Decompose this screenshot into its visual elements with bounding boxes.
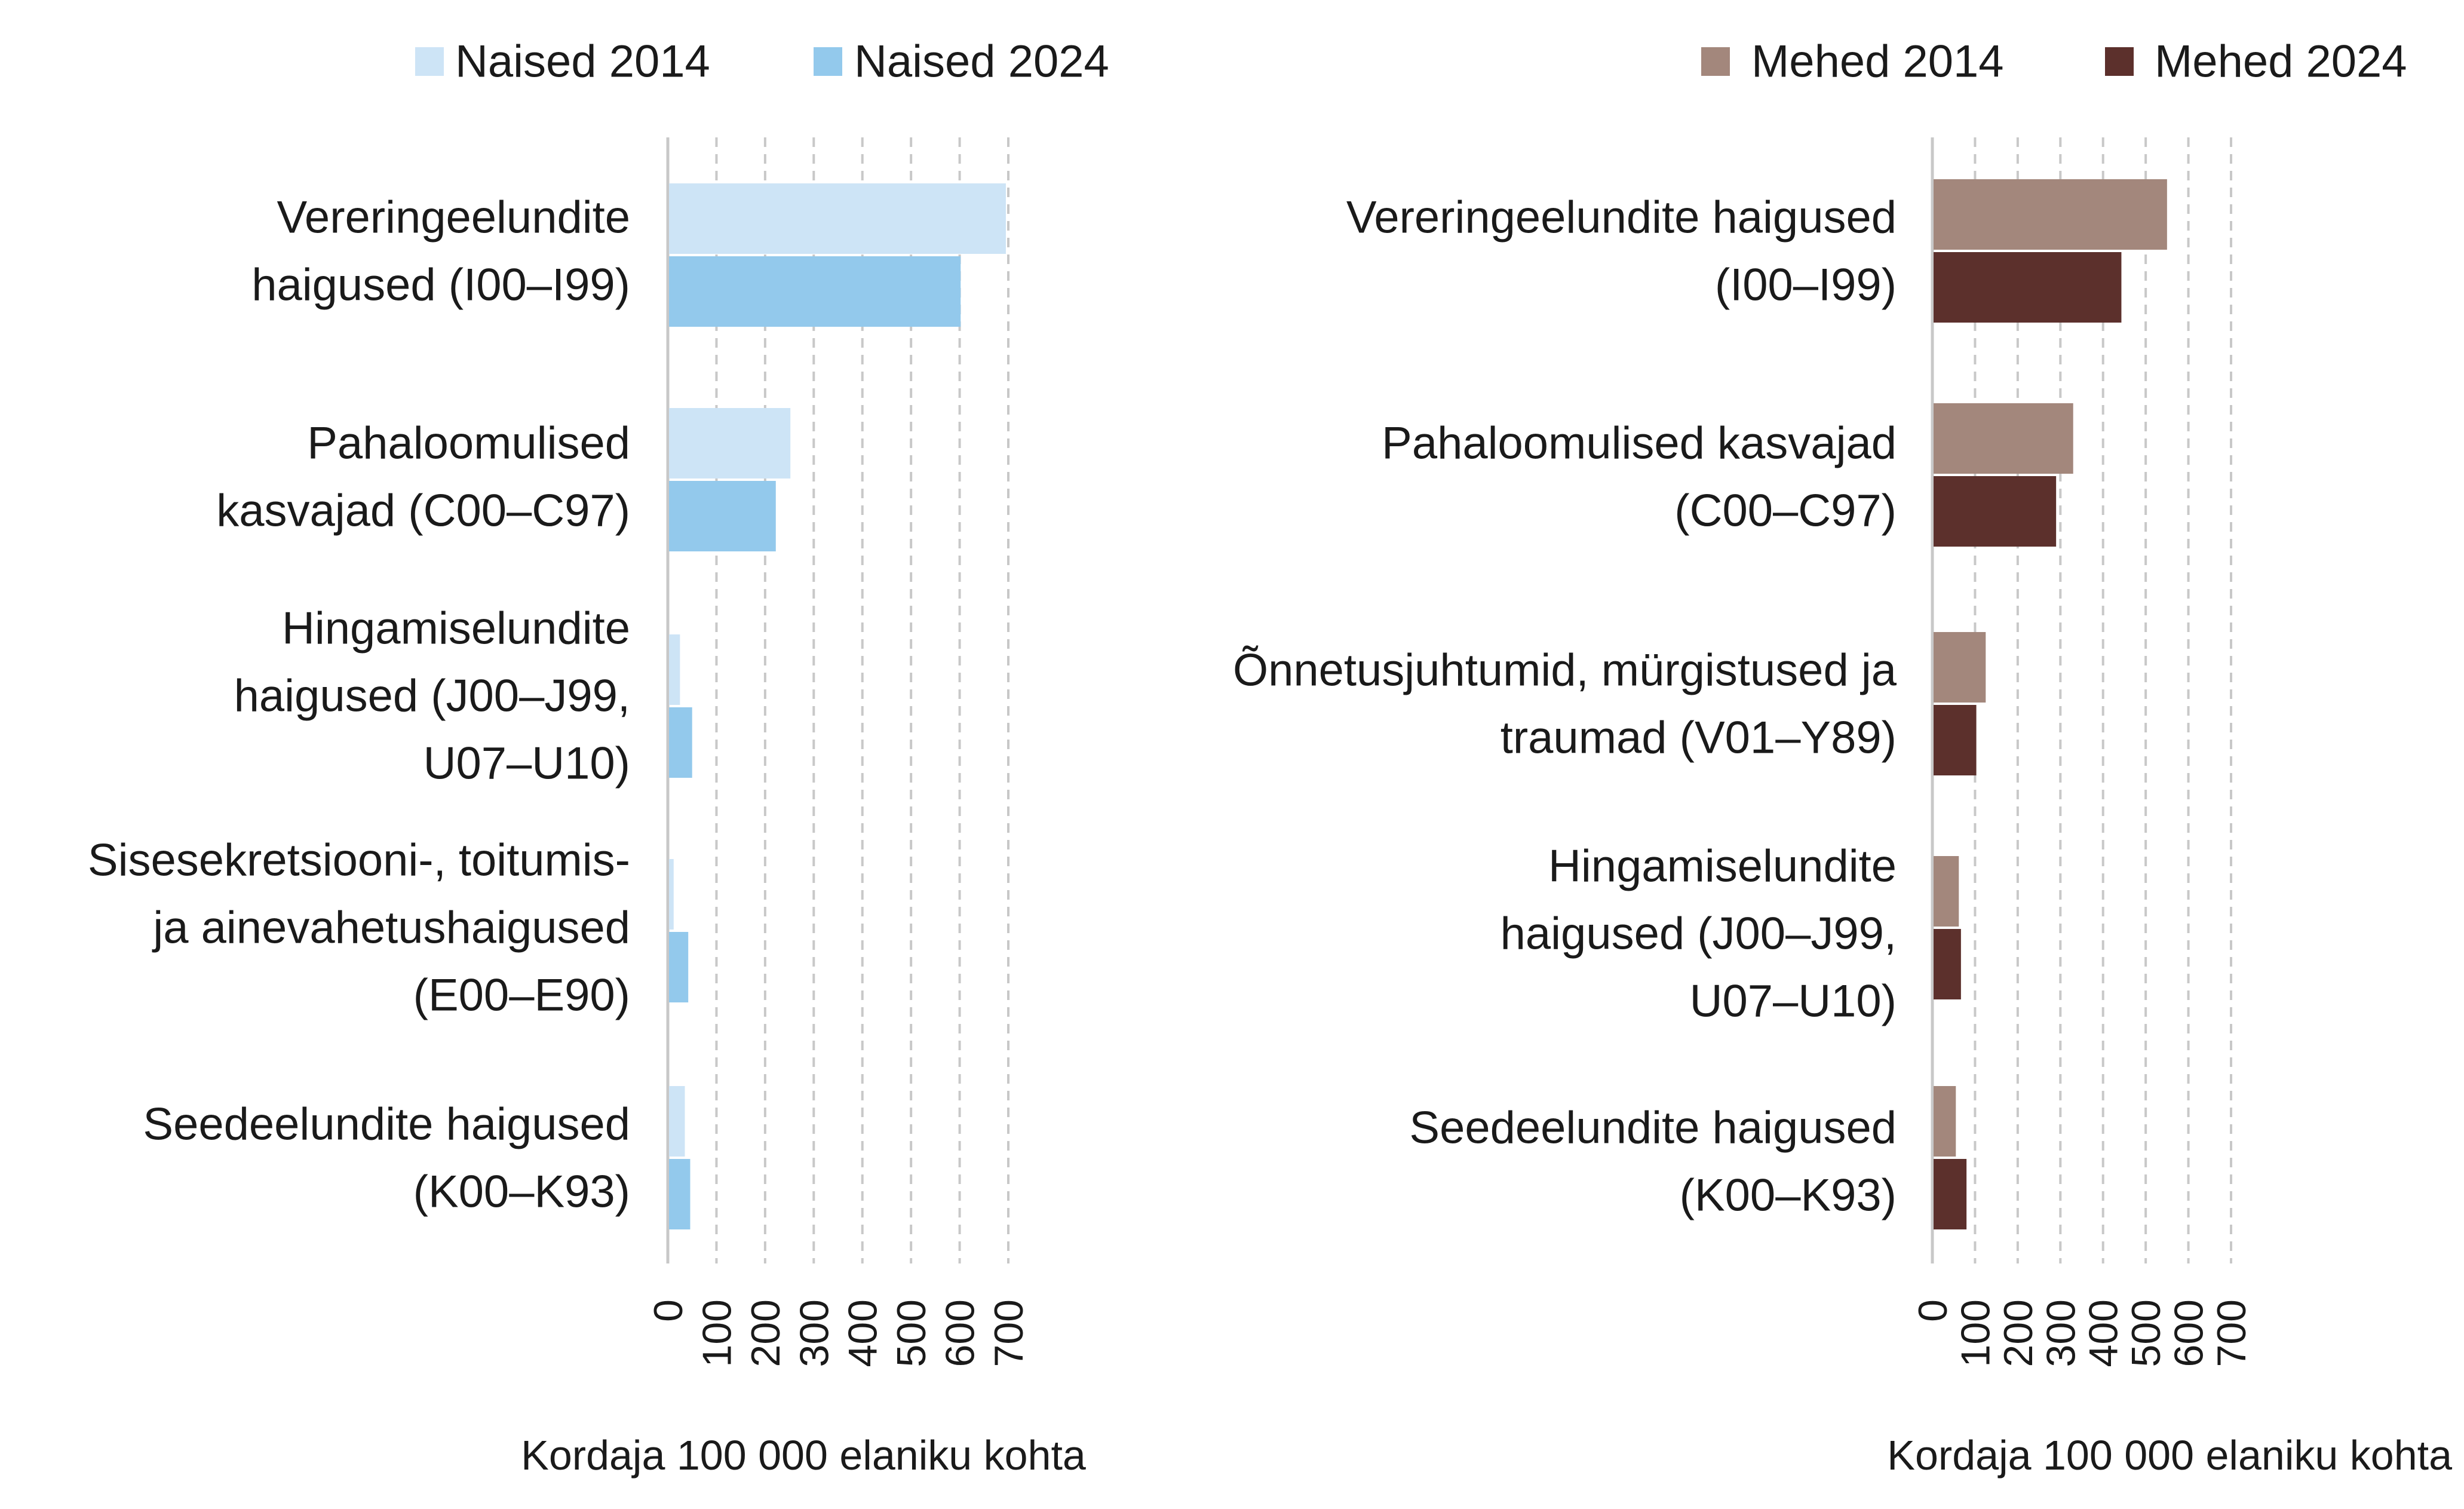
bar xyxy=(669,256,961,327)
bar xyxy=(669,408,791,479)
bar xyxy=(1934,929,1961,999)
category-label: traumad (V01–Y89) xyxy=(1501,713,1897,763)
x-tick-label: 500 xyxy=(2124,1299,2169,1367)
x-tick-label: 300 xyxy=(791,1299,837,1367)
category-label: Seedeelundite haigused xyxy=(143,1099,630,1150)
legend-swatch xyxy=(1701,47,1730,76)
x-tick-label: 200 xyxy=(1996,1299,2041,1367)
category-label: Vereringeelundite xyxy=(277,192,630,243)
x-tick-label: 700 xyxy=(986,1299,1032,1367)
x-tick-label: 500 xyxy=(889,1299,934,1367)
bar xyxy=(669,1159,691,1229)
bar xyxy=(1934,632,1986,703)
x-axis-title: Kordaja 100 000 elaniku kohta xyxy=(521,1432,1086,1479)
x-tick-label: 0 xyxy=(646,1299,691,1322)
category-label: Sisesekretsiooni-, toitumis- xyxy=(88,835,630,886)
bar xyxy=(1934,856,1959,927)
category-label: Hingamiselundite xyxy=(1548,841,1897,892)
bar xyxy=(1934,1086,1956,1157)
bar xyxy=(669,932,689,1002)
category-label: (K00–K93) xyxy=(1680,1170,1897,1221)
category-label: (E00–E90) xyxy=(413,970,630,1021)
bar xyxy=(1934,476,2057,547)
bar xyxy=(669,1086,685,1157)
category-label: (K00–K93) xyxy=(413,1167,630,1217)
bar xyxy=(1934,252,2122,323)
category-label: (C00–C97) xyxy=(1674,486,1897,536)
category-label: ja ainevahetushaigused xyxy=(152,903,630,953)
category-label: (I00–I99) xyxy=(1715,260,1897,311)
x-tick-label: 600 xyxy=(2167,1299,2212,1367)
bar xyxy=(669,183,1006,254)
bar xyxy=(1934,179,2167,250)
bar xyxy=(1934,1159,1967,1229)
bar xyxy=(669,481,776,551)
x-tick-label: 200 xyxy=(743,1299,788,1367)
legend-label: Naised 2024 xyxy=(854,36,1109,87)
legend-label: Mehed 2024 xyxy=(2155,36,2407,87)
legend-swatch xyxy=(2105,47,2134,76)
category-label: kasvajad (C00–C97) xyxy=(216,486,630,536)
x-tick-label: 400 xyxy=(840,1299,886,1367)
bar xyxy=(669,859,674,930)
bar xyxy=(669,707,692,778)
legend-swatch xyxy=(415,47,444,76)
category-label: Vereringeelundite haigused xyxy=(1346,192,1897,243)
legend-label: Naised 2014 xyxy=(455,36,710,87)
x-axis-title: Kordaja 100 000 elaniku kohta xyxy=(1887,1432,2452,1479)
category-label: Õnnetusjuhtumid, mürgistused ja xyxy=(1233,645,1897,696)
category-label: U07–U10) xyxy=(424,738,630,789)
category-label: Seedeelundite haigused xyxy=(1409,1103,1897,1154)
category-label: Hingamiselundite xyxy=(282,603,630,654)
x-tick-label: 700 xyxy=(2209,1299,2254,1367)
category-label: haigused (J00–J99, xyxy=(1501,909,1897,959)
category-label: haigused (J00–J99, xyxy=(234,671,630,722)
legend-label: Mehed 2014 xyxy=(1751,36,2004,87)
x-tick-label: 0 xyxy=(1910,1299,1956,1322)
category-label: haigused (I00–I99) xyxy=(251,260,630,311)
category-label: Pahaloomulised kasvajad xyxy=(1382,418,1897,469)
x-tick-label: 100 xyxy=(694,1299,739,1367)
x-tick-label: 600 xyxy=(938,1299,983,1367)
category-label: U07–U10) xyxy=(1690,976,1897,1027)
x-tick-label: 300 xyxy=(2038,1299,2083,1367)
category-label: Pahaloomulised xyxy=(307,418,630,469)
x-tick-label: 100 xyxy=(1953,1299,1998,1367)
bar xyxy=(1934,705,1977,775)
x-tick-label: 400 xyxy=(2081,1299,2127,1367)
bar xyxy=(669,634,680,705)
bar xyxy=(1934,403,2073,474)
legend-swatch xyxy=(814,47,842,76)
